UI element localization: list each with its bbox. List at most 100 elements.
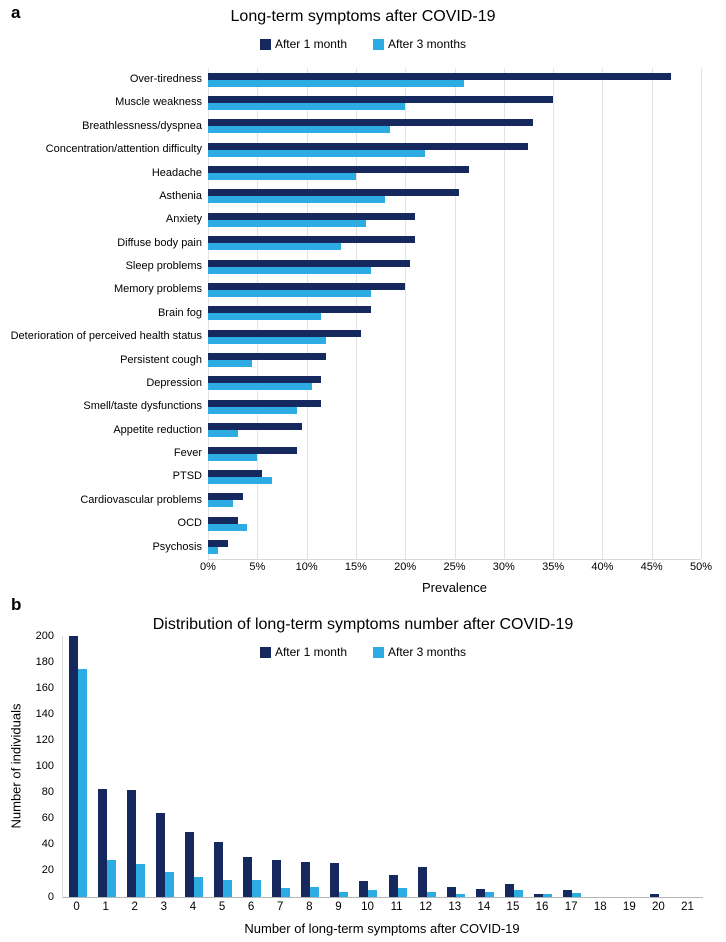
x-tick-label: 45% <box>640 561 663 573</box>
chart-b-x-axis-title: Number of long-term symptoms after COVID… <box>244 921 520 936</box>
x-tick-label: 0% <box>200 561 216 573</box>
category-label-asthenia: Asthenia <box>159 189 202 202</box>
panel-b-distribution-chart: b Distribution of long-term symptoms num… <box>0 596 726 942</box>
bar-after-1-month-depression <box>208 376 322 384</box>
bar-after-1-month-ptsd <box>208 469 263 477</box>
bar-after-1-month-concentration-attention-difficulty <box>208 142 529 150</box>
x-tick-label: 25% <box>443 561 466 573</box>
chart-a-title: Long-term symptoms after COVID-19 <box>230 8 496 25</box>
bar-after-1-month-psychosis <box>208 540 228 548</box>
bar-group-6 <box>238 636 267 897</box>
y-tick-label: 140 <box>35 707 54 720</box>
bar-group-9 <box>325 636 354 897</box>
category-label-appetite-reduction: Appetite reduction <box>113 423 202 436</box>
bar-after-3-months-headache <box>208 173 356 181</box>
bar-after-3-months-sleep-problems <box>208 266 371 274</box>
bar-group-breathlessness-dyspnea <box>208 115 701 138</box>
y-tick-label: 40 <box>41 838 54 851</box>
bar-after-3-months-fever <box>208 453 258 461</box>
gridline <box>405 68 407 559</box>
category-label-fever: Fever <box>173 447 202 459</box>
category-label-persistent-cough: Persistent cough <box>120 353 202 366</box>
legend-swatch-after-1-month <box>259 38 271 50</box>
bar-group-concentration-attention-difficulty <box>208 138 701 161</box>
bar-after-1-month-4 <box>184 831 194 897</box>
panel-a-prevalence-chart: a Long-term symptoms after COVID-19 Afte… <box>10 4 712 595</box>
bar-after-3-months-concentration-attention-difficulty <box>208 149 425 157</box>
bar-after-3-months-15 <box>513 890 523 897</box>
category-label-memory-problems: Memory problems <box>113 283 202 296</box>
x-tick-label: 15% <box>344 561 367 573</box>
legend-label: After 3 months <box>388 645 467 659</box>
chart-a-x-axis-title: Prevalence <box>421 580 488 595</box>
bar-after-1-month-brain-fog <box>208 306 371 314</box>
x-tick-label: 0 <box>73 901 80 913</box>
bar-after-1-month-3 <box>155 813 165 897</box>
x-tick-label: 20 <box>652 901 665 913</box>
bar-group-5 <box>208 636 237 897</box>
gridline <box>454 68 456 559</box>
x-tick-label: 6 <box>247 901 255 913</box>
x-tick-label: 13 <box>448 901 462 913</box>
bar-after-1-month-cardiovascular-problems <box>208 493 243 501</box>
bar-group-7 <box>267 636 296 897</box>
bar-after-3-months-over-tiredness <box>208 79 465 87</box>
bar-group-4 <box>179 636 208 897</box>
legend-swatch-after-1-month <box>259 646 271 658</box>
y-tick-label: 0 <box>47 890 54 903</box>
bar-group-appetite-reduction <box>208 419 701 442</box>
bar-group-20 <box>645 636 674 897</box>
bar-after-3-months-persistent-cough <box>208 360 253 368</box>
bar-after-3-months-8 <box>310 886 320 897</box>
bar-after-1-month-5 <box>214 842 224 897</box>
x-tick-label: 8 <box>306 901 313 913</box>
category-label-sleep-problems: Sleep problems <box>125 260 202 272</box>
bar-after-1-month-6 <box>243 856 253 897</box>
category-label-smell-taste-dysfunctions: Smell/taste dysfunctions <box>83 400 202 413</box>
bar-group-0 <box>63 636 92 897</box>
legend-item-after-1-month: After 1 month <box>259 645 347 659</box>
legend-item-after-1-month: After 1 month <box>259 38 347 50</box>
bar-group-over-tiredness <box>208 68 701 91</box>
x-tick-label: 10 <box>361 901 374 913</box>
bar-after-3-months-12 <box>426 891 436 897</box>
bar-group-10 <box>354 636 383 897</box>
category-label-anxiety: Anxiety <box>165 213 202 226</box>
bar-group-16 <box>529 636 558 897</box>
bar-group-muscle-weakness <box>208 91 701 114</box>
bar-group-3 <box>150 636 179 897</box>
bar-group-fever <box>208 442 701 465</box>
category-label-ptsd: PTSD <box>172 470 202 483</box>
bar-after-3-months-9 <box>339 891 349 897</box>
bar-group-brain-fog <box>208 302 701 325</box>
chart-b-x-axis-ticks: 0 1 2 3 4 5 6 7 8 9 10 11 12 13 14 15 16 17 18 19 20 21 <box>62 901 702 913</box>
bar-after-1-month-ocd <box>208 516 238 524</box>
bar-group-14 <box>470 636 499 897</box>
x-tick-label: 4 <box>189 901 197 913</box>
bar-after-3-months-17 <box>572 893 582 897</box>
category-label-breathlessness-dyspnea: Breathlessness/dyspnea <box>82 119 202 132</box>
x-tick-label: 35% <box>542 561 565 573</box>
bar-after-1-month-10 <box>359 881 369 897</box>
bar-group-18 <box>587 636 616 897</box>
bar-after-3-months-psychosis <box>208 547 218 555</box>
y-tick-label: 180 <box>35 655 54 668</box>
chart-b-y-axis-ticks: 0 20 40 60 80 100 120 140 160 180 200 <box>0 630 54 903</box>
bar-group-diffuse-body-pain <box>208 232 701 255</box>
x-tick-label: 5 <box>218 901 226 913</box>
y-tick-label: 160 <box>35 681 54 694</box>
y-tick-label: 100 <box>35 760 54 772</box>
bar-after-1-month-15 <box>504 883 514 897</box>
chart-a-plot-area <box>208 68 702 560</box>
legend-label: After 1 month <box>274 645 347 659</box>
category-label-deterioration-of-perceived-health-status: Deterioration of perceived health status <box>10 330 202 343</box>
bar-group-11 <box>383 636 412 897</box>
chart-b-legend: After 1 month After 3 months <box>0 646 726 658</box>
category-label-brain-fog: Brain fog <box>157 306 202 319</box>
bar-after-3-months-breathlessness-dyspnea <box>208 126 391 134</box>
gridline <box>651 68 653 559</box>
gridline <box>701 68 702 559</box>
x-tick-label: 11 <box>390 901 403 913</box>
bar-after-3-months-13 <box>455 894 465 897</box>
